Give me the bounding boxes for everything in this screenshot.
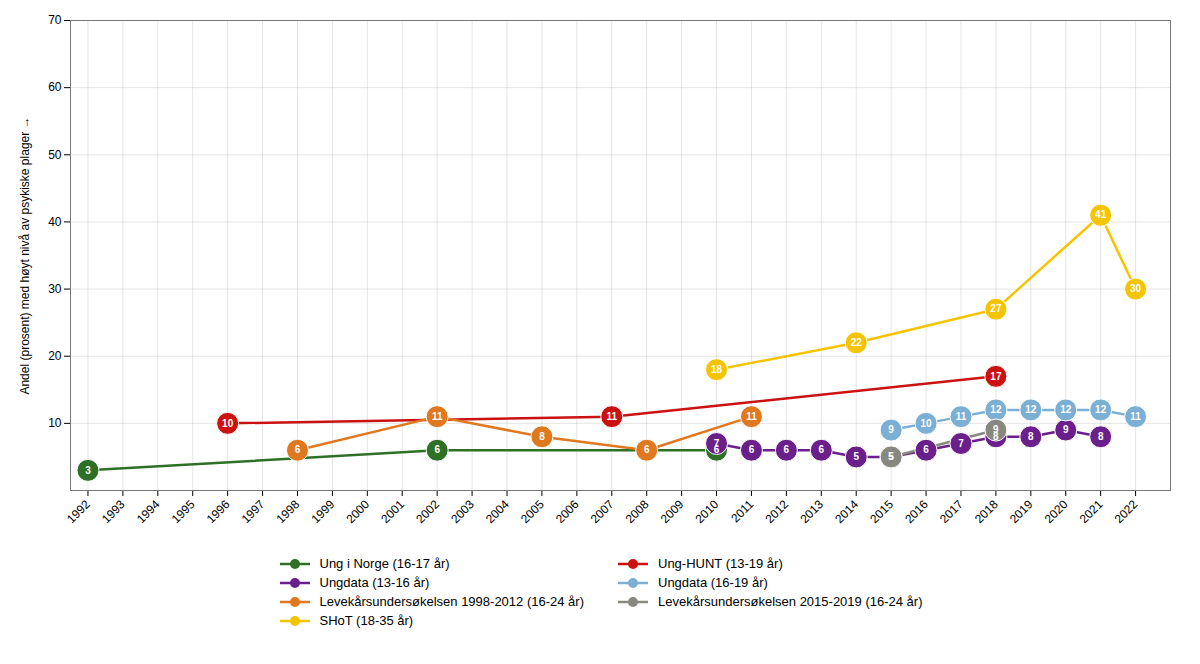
svg-text:1992: 1992	[64, 497, 93, 526]
svg-text:9: 9	[1063, 424, 1069, 435]
svg-text:2015: 2015	[867, 497, 896, 526]
svg-text:10: 10	[48, 416, 62, 430]
svg-text:2021: 2021	[1077, 497, 1106, 526]
svg-text:5: 5	[853, 451, 859, 462]
svg-text:12: 12	[1025, 404, 1037, 415]
svg-text:2012: 2012	[762, 497, 791, 526]
svg-text:2005: 2005	[518, 497, 547, 526]
svg-text:10: 10	[920, 418, 932, 429]
svg-text:70: 70	[48, 13, 62, 27]
svg-text:2004: 2004	[483, 497, 512, 526]
svg-text:11: 11	[1130, 411, 1141, 422]
svg-text:2020: 2020	[1042, 497, 1071, 526]
svg-text:2006: 2006	[553, 497, 582, 526]
svg-text:60: 60	[48, 80, 62, 94]
svg-text:22: 22	[851, 337, 863, 348]
svg-text:5: 5	[888, 451, 894, 462]
svg-text:2014: 2014	[832, 497, 861, 526]
svg-text:2019: 2019	[1007, 497, 1036, 526]
svg-text:3: 3	[85, 465, 91, 476]
svg-text:1995: 1995	[169, 497, 198, 526]
svg-text:1996: 1996	[204, 497, 233, 526]
svg-text:7: 7	[714, 438, 720, 449]
svg-text:2007: 2007	[588, 497, 617, 526]
svg-text:17: 17	[990, 371, 1002, 382]
svg-text:2016: 2016	[902, 497, 931, 526]
html-text:Levekårsundersøkelsen 2015-201: Levekårsundersøkelsen 2015-2019 (16-24 å…	[658, 594, 923, 609]
svg-text:5: 5	[888, 451, 894, 462]
svg-text:20: 20	[48, 349, 62, 363]
svg-text:2000: 2000	[343, 497, 372, 526]
svg-text:6: 6	[295, 444, 301, 455]
svg-text:11: 11	[606, 411, 617, 422]
svg-text:1994: 1994	[134, 497, 163, 526]
svg-text:30: 30	[48, 282, 62, 296]
svg-text:1993: 1993	[99, 497, 128, 526]
svg-text:40: 40	[48, 215, 62, 229]
svg-text:11: 11	[432, 411, 443, 422]
svg-text:1997: 1997	[239, 497, 268, 526]
svg-text:6: 6	[784, 444, 790, 455]
html-text:Levekårsundersøkelsen 1998-201: Levekårsundersøkelsen 1998-2012 (16-24 å…	[319, 594, 584, 609]
svg-text:2013: 2013	[797, 497, 826, 526]
html-text:Ungdata (13-16 år): Ungdata (13-16 år)	[319, 575, 430, 590]
svg-text:8: 8	[993, 431, 999, 442]
svg-text:2001: 2001	[378, 497, 407, 526]
svg-text:8: 8	[1098, 431, 1104, 442]
svg-text:12: 12	[1095, 404, 1107, 415]
svg-text:1999: 1999	[308, 497, 337, 526]
svg-text:2022: 2022	[1112, 497, 1141, 526]
svg-text:7: 7	[958, 438, 964, 449]
svg-text:9: 9	[993, 424, 999, 435]
svg-text:6: 6	[644, 444, 650, 455]
svg-text:1998: 1998	[274, 497, 303, 526]
html-text:Ung i Norge (16-17 år): Ung i Norge (16-17 år)	[319, 556, 450, 571]
svg-text:2010: 2010	[693, 497, 722, 526]
svg-text:10: 10	[222, 418, 234, 429]
svg-text:2018: 2018	[972, 497, 1001, 526]
svg-text:12: 12	[1060, 404, 1072, 415]
svg-text:2009: 2009	[658, 497, 687, 526]
svg-text:6: 6	[434, 444, 440, 455]
svg-text:6: 6	[713, 444, 720, 456]
svg-text:2003: 2003	[448, 497, 477, 526]
svg-text:8: 8	[539, 431, 545, 442]
svg-text:50: 50	[48, 148, 62, 162]
svg-text:30: 30	[1130, 283, 1142, 294]
html-text:SHoT (18-35 år): SHoT (18-35 år)	[319, 613, 414, 628]
svg-text:27: 27	[990, 303, 1002, 314]
svg-text:6: 6	[923, 444, 929, 455]
html-text:Ungdata (16-19 år): Ungdata (16-19 år)	[658, 575, 768, 590]
html-text:Ung-HUNT (13-19 år): Ung-HUNT (13-19 år)	[658, 556, 783, 571]
svg-text:6: 6	[819, 444, 825, 455]
svg-text:Andel (prosent) med høyt nivå: Andel (prosent) med høyt nivå av psykisk…	[18, 116, 32, 394]
svg-text:11: 11	[956, 411, 967, 422]
svg-text:2008: 2008	[623, 497, 652, 526]
svg-text:18: 18	[711, 364, 723, 375]
svg-text:12: 12	[990, 404, 1002, 415]
svg-text:11: 11	[746, 411, 757, 422]
svg-text:6: 6	[749, 444, 755, 455]
svg-text:41: 41	[1095, 209, 1107, 220]
svg-text:2017: 2017	[937, 497, 966, 526]
svg-text:2002: 2002	[413, 497, 442, 526]
svg-text:9: 9	[888, 424, 894, 435]
svg-text:8: 8	[1028, 431, 1034, 442]
svg-text:2011: 2011	[728, 497, 756, 525]
